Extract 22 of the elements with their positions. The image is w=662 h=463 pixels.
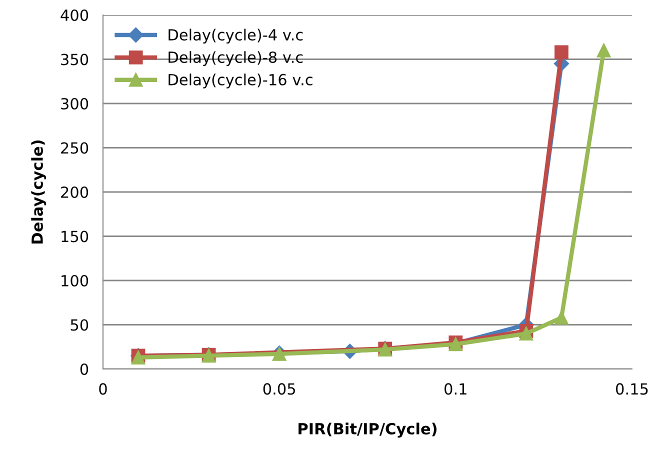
legend-label: Delay(cycle)-8 v.c xyxy=(168,51,303,66)
x-tick-label: 0.1 xyxy=(444,383,466,395)
point xyxy=(554,310,568,325)
point xyxy=(554,45,568,60)
x-axis-title: PIR(Bit/IP/Cycle) xyxy=(298,422,437,438)
point xyxy=(596,43,611,58)
x-tick-label: 0 xyxy=(99,383,107,395)
point xyxy=(519,326,534,341)
y-tick-label: 350 xyxy=(61,54,88,66)
y-tick-label: 0 xyxy=(80,363,88,376)
x-tick-label: 0.15 xyxy=(616,383,648,395)
y-tick-label: 150 xyxy=(62,230,88,242)
y-tick-label: 50 xyxy=(70,319,88,331)
y-tick-label: 400 xyxy=(60,9,88,22)
y-axis-title: Delay(cycle) xyxy=(31,140,46,244)
y-tick-label: 250 xyxy=(61,142,88,154)
x-tick-label: 0.05 xyxy=(263,383,296,395)
y-tick-label: 100 xyxy=(62,274,88,287)
legend-label: Delay(cycle)-16 v.c xyxy=(168,74,312,88)
y-tick-label: 300 xyxy=(61,98,88,110)
y-tick-label: 200 xyxy=(61,186,88,198)
legend-label: Delay(cycle)-4 v.c xyxy=(168,28,303,44)
